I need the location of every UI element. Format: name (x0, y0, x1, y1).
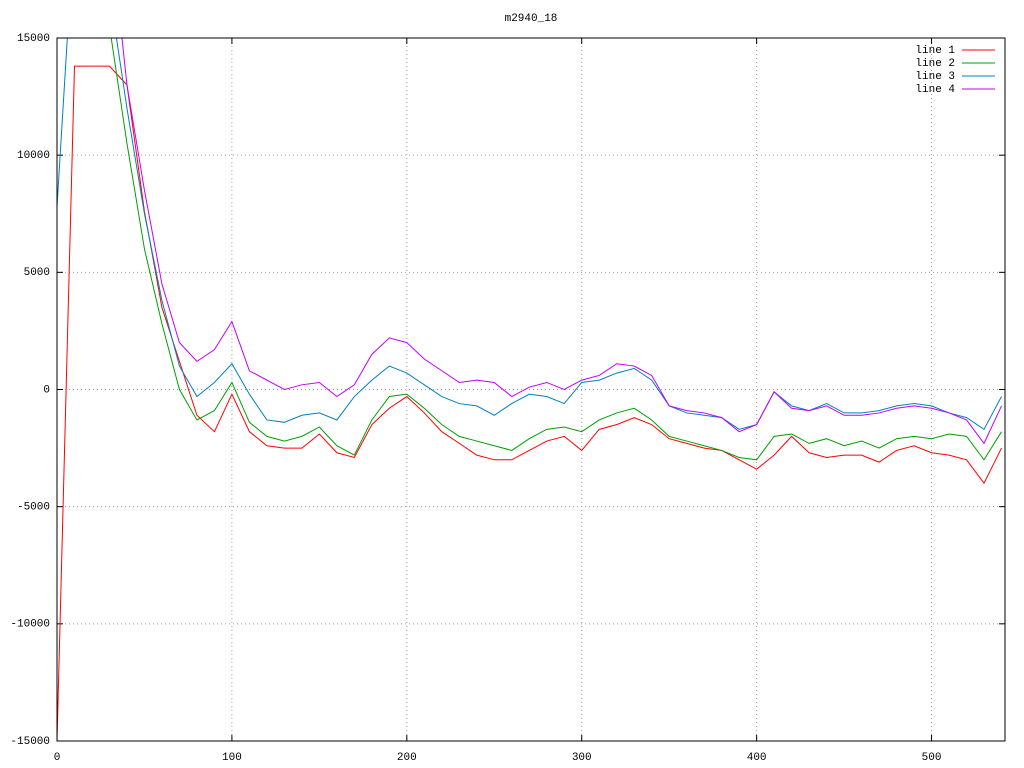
y-tick-label: 10000 (17, 150, 50, 162)
x-tick-label: 300 (572, 752, 592, 764)
x-tick-label: 0 (54, 752, 61, 764)
y-tick-label: 5000 (24, 267, 50, 279)
legend-label: line 2 (915, 58, 955, 70)
x-tick-label: 400 (747, 752, 767, 764)
legend-label: line 3 (915, 71, 955, 83)
plot-border (56, 37, 1006, 742)
y-tick-label: 0 (43, 384, 50, 396)
y-tick-label: -10000 (10, 619, 50, 631)
series-line (110, 38, 1002, 461)
series-line (57, 65, 1002, 741)
y-tick-label: -5000 (17, 502, 50, 514)
x-tick-label: 100 (222, 752, 242, 764)
legend-label: line 4 (915, 84, 955, 96)
grid: -15000 -10000 -5000 0 5000 10000 15000 0 100 200 3… (10, 33, 1005, 764)
y-tick-label: -15000 (10, 736, 50, 748)
x-tick-label: 200 (397, 752, 417, 764)
series-line (57, 38, 1002, 431)
legend-label: line 1 (915, 45, 955, 57)
series-line (121, 38, 1002, 445)
x-tick-label: 500 (922, 752, 942, 764)
plot-area (57, 38, 1002, 741)
chart-title: m2940_18 (505, 13, 558, 25)
y-tick-label: 15000 (17, 33, 50, 45)
